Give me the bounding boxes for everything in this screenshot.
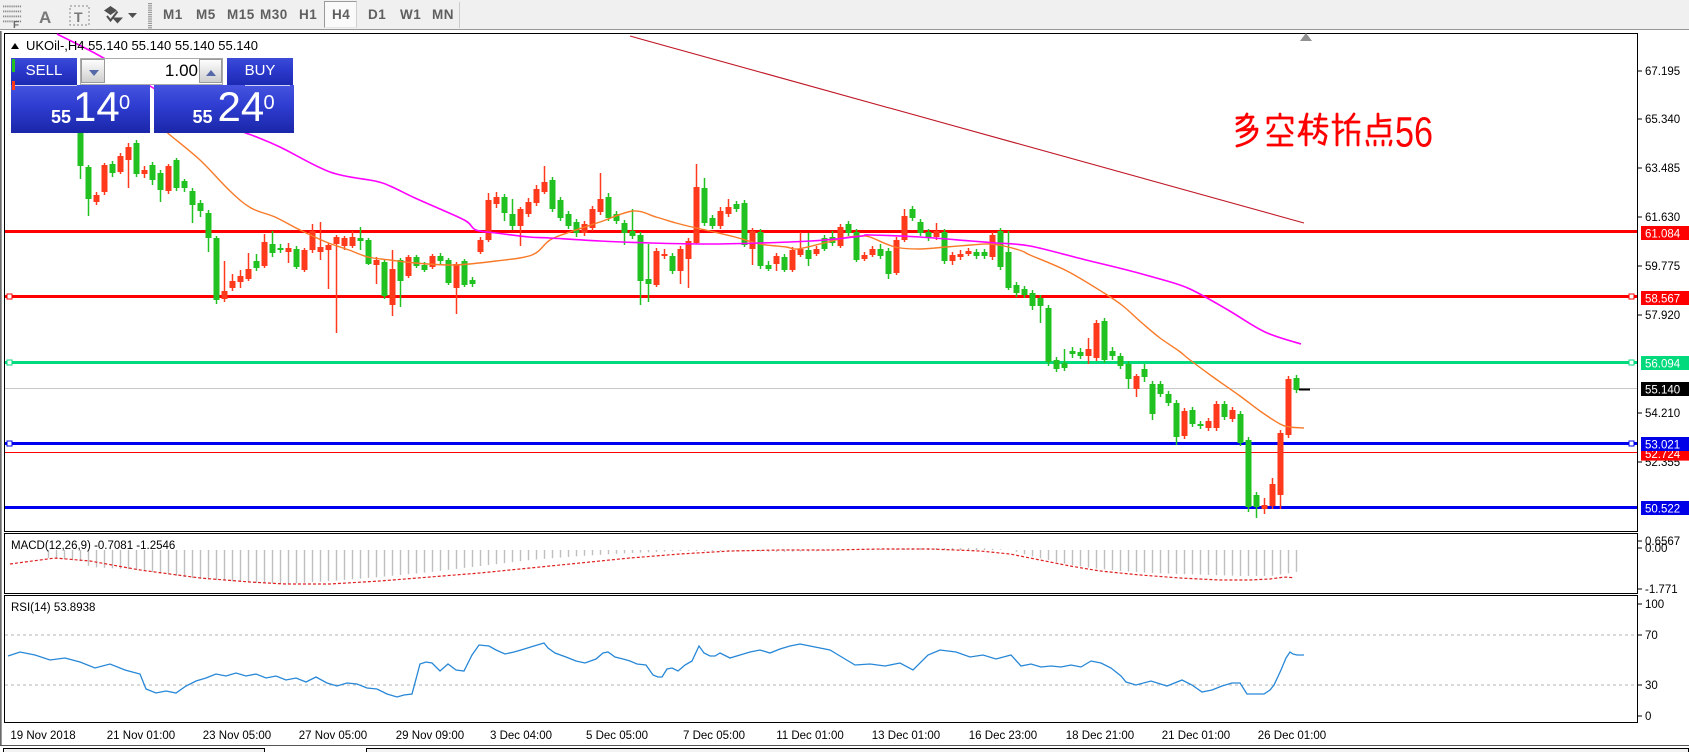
svg-text:F: F <box>13 20 19 30</box>
svg-text:RSI(14) 53.8938: RSI(14) 53.8938 <box>11 602 95 614</box>
svg-text:0.6567: 0.6567 <box>1645 536 1680 548</box>
svg-text:MACD(12,26,9) -0.7081 -1.2546: MACD(12,26,9) -0.7081 -1.2546 <box>11 540 175 552</box>
svg-text:70: 70 <box>1645 630 1658 642</box>
svg-text:A: A <box>39 8 51 27</box>
svg-text:67.195: 67.195 <box>1645 66 1680 78</box>
svg-text:UKOil-,H4 55.140 55.140 55.14: UKOil-,H4 55.140 55.140 55.140 55.140 <box>26 38 258 53</box>
svg-text:26 Dec 01:00: 26 Dec 01:00 <box>1258 730 1326 742</box>
svg-text:56.094: 56.094 <box>1645 359 1681 371</box>
svg-text:13 Dec 01:00: 13 Dec 01:00 <box>872 730 940 742</box>
svg-text:T: T <box>74 9 83 25</box>
svg-text:27 Nov 05:00: 27 Nov 05:00 <box>299 730 367 742</box>
svg-text:11 Dec 01:00: 11 Dec 01:00 <box>776 730 844 742</box>
svg-text:100: 100 <box>1645 599 1664 611</box>
svg-text:52.724: 52.724 <box>1645 449 1681 461</box>
svg-text:58.567: 58.567 <box>1645 294 1680 306</box>
svg-text:54.210: 54.210 <box>1645 408 1680 420</box>
svg-text:23 Nov 05:00: 23 Nov 05:00 <box>203 730 271 742</box>
svg-text:50.522: 50.522 <box>1645 504 1680 516</box>
svg-text:63.485: 63.485 <box>1645 163 1680 175</box>
svg-text:55.140: 55.140 <box>1645 385 1680 397</box>
svg-text:-1.771: -1.771 <box>1645 584 1678 596</box>
svg-text:57.920: 57.920 <box>1645 310 1680 322</box>
svg-text:56: 56 <box>1395 109 1433 157</box>
svg-text:18 Dec 21:00: 18 Dec 21:00 <box>1066 730 1134 742</box>
svg-text:65.340: 65.340 <box>1645 114 1680 126</box>
svg-text:59.775: 59.775 <box>1645 261 1680 273</box>
svg-text:3 Dec 04:00: 3 Dec 04:00 <box>490 730 552 742</box>
svg-text:16 Dec 23:00: 16 Dec 23:00 <box>969 730 1037 742</box>
svg-text:30: 30 <box>1645 680 1658 692</box>
svg-text:21 Nov 01:00: 21 Nov 01:00 <box>107 730 175 742</box>
svg-text:21 Dec 01:00: 21 Dec 01:00 <box>1162 730 1230 742</box>
svg-text:29 Nov 09:00: 29 Nov 09:00 <box>396 730 464 742</box>
svg-text:7 Dec 05:00: 7 Dec 05:00 <box>683 730 745 742</box>
svg-text:61.630: 61.630 <box>1645 212 1680 224</box>
svg-text:0.00: 0.00 <box>1645 543 1667 555</box>
svg-text:53.021: 53.021 <box>1645 440 1680 452</box>
svg-text:0: 0 <box>1645 711 1651 723</box>
svg-text:5 Dec 05:00: 5 Dec 05:00 <box>586 730 648 742</box>
svg-text:19 Nov 2018: 19 Nov 2018 <box>10 730 75 742</box>
svg-text:61.084: 61.084 <box>1645 229 1681 241</box>
